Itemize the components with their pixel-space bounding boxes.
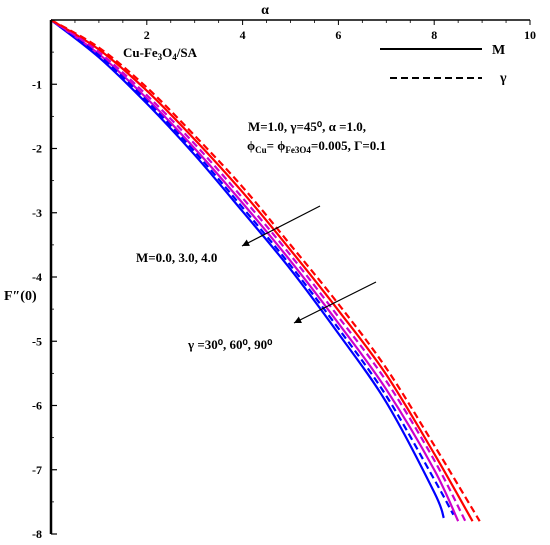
legend-label-gamma: γ <box>499 71 507 86</box>
y-tick-label: -7 <box>32 463 42 477</box>
y-tick-label: -6 <box>32 399 42 413</box>
y-tick-label: -8 <box>32 527 42 541</box>
y-tick-label: -5 <box>32 334 42 348</box>
fluid-label: Cu-Fe3O4/SA <box>123 45 198 62</box>
params-line-2: ϕCu= ϕFe3O4=0.005, Γ=0.1 <box>247 138 386 155</box>
gamma-label: γ =30⁰, 60⁰, 90⁰ <box>187 337 273 352</box>
plot-area <box>50 19 481 522</box>
y-ticks: -1 -2 -3 -4 -5 -6 -7 -8 <box>32 51 57 541</box>
gamma-arrow <box>293 281 377 324</box>
m-curve-2 <box>50 19 460 522</box>
params-line-1: M=1.0, γ=45⁰, α =1.0, <box>248 119 366 134</box>
x-tick-label: 6 <box>335 28 341 42</box>
legend-label-m: M <box>492 43 505 58</box>
x-tick-label: 8 <box>431 28 437 42</box>
x-axis-label: α <box>261 3 269 18</box>
x-tick-label: 4 <box>240 28 246 42</box>
y-axis-label: F″(0) <box>4 289 37 304</box>
m-label: M=0.0, 3.0, 4.0 <box>136 250 217 265</box>
y-tick-label: -3 <box>32 206 42 220</box>
m-curve-3 <box>50 19 474 522</box>
legend: M γ <box>380 43 507 86</box>
x-tick-label: 2 <box>144 28 150 42</box>
y-tick-label: -4 <box>32 270 42 284</box>
x-tick-label: 10 <box>524 28 536 42</box>
gamma-curve-1 <box>50 19 455 516</box>
x-ticks: 2 4 6 8 10 <box>74 20 536 42</box>
gamma-curve-2 <box>50 19 467 522</box>
m-arrow <box>241 205 321 247</box>
y-tick-label: -2 <box>32 142 42 156</box>
y-tick-label: -1 <box>32 77 42 91</box>
m-curve-1 <box>50 19 445 519</box>
